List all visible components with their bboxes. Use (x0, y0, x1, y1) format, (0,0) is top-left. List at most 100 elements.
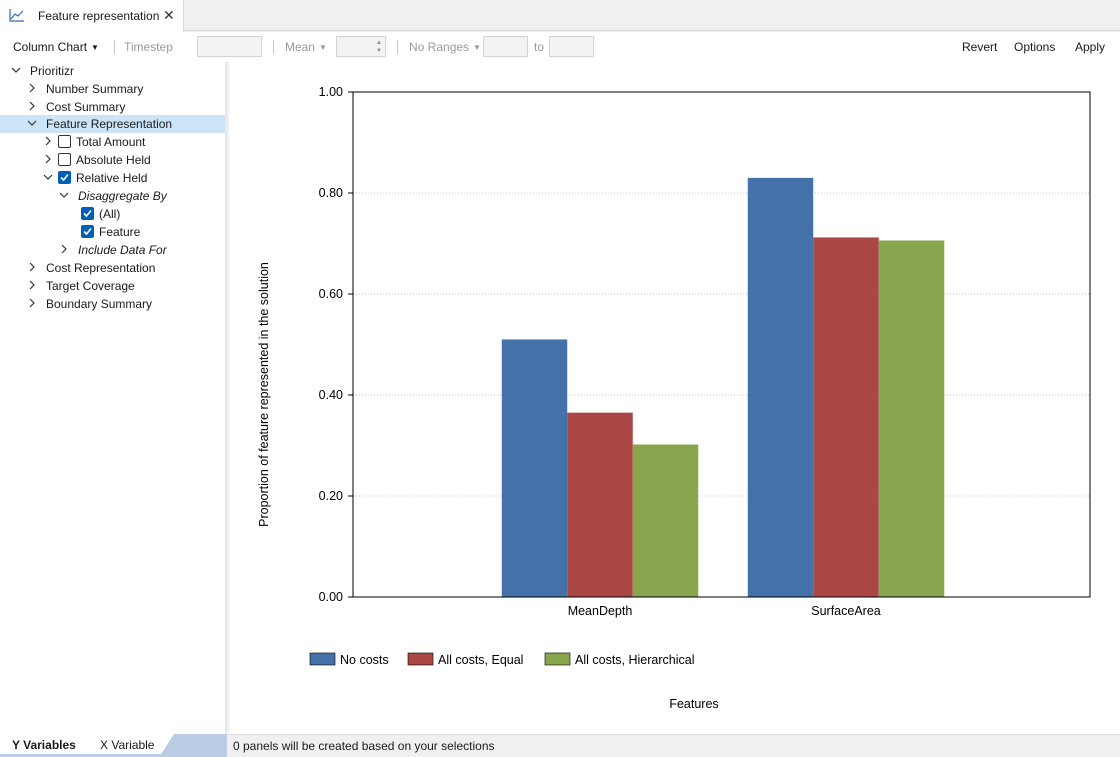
range-to-input[interactable] (549, 36, 594, 57)
legend-label: All costs, Hierarchical (575, 653, 694, 667)
chevron-down-icon: ▼ (319, 43, 327, 52)
tree-item-number-summary[interactable]: Number Summary (0, 80, 225, 98)
legend-swatch (309, 652, 336, 666)
tree-item-include-data-for[interactable]: Include Data For (0, 241, 225, 259)
x-tick-label: SurfaceArea (811, 604, 881, 618)
ranges-dropdown[interactable]: No Ranges ▼ (409, 40, 481, 54)
chevron-up-icon[interactable]: ▲ (376, 40, 382, 46)
tree-item-label: Disaggregate By (78, 189, 167, 203)
legend-label: No costs (340, 653, 389, 667)
variable-tabs: Y Variables X Variable (0, 734, 227, 757)
tree-item-target-coverage[interactable]: Target Coverage (0, 277, 225, 295)
timestep-input[interactable] (197, 36, 262, 57)
y-tick-label: 0.80 (319, 186, 343, 200)
tree-item-disaggregate-by[interactable]: Disaggregate By (0, 187, 225, 205)
y-axis-label: Proportion of feature represented in the… (257, 262, 271, 527)
close-icon[interactable]: ✕ (163, 7, 175, 23)
chevron-right-icon[interactable] (26, 261, 38, 273)
revert-button[interactable]: Revert (962, 40, 998, 54)
feature-checkbox[interactable] (81, 225, 94, 238)
legend-swatch (544, 652, 571, 666)
chevron-right-icon[interactable] (42, 135, 54, 147)
tab-feature-representation[interactable]: Feature representation ✕ (0, 0, 184, 32)
x-tick-label: MeanDepth (568, 604, 633, 618)
y-tick-label: 1.00 (319, 85, 343, 99)
legend-swatch (407, 652, 434, 666)
tree-item-label: Boundary Summary (46, 297, 153, 311)
all-checkbox[interactable] (81, 207, 94, 220)
chart-panel: 0.00 0.20 0.40 0.60 0.80 1.00 MeanDepth Surface… (229, 62, 1120, 734)
tree-item-label: Prioritizr (30, 64, 74, 78)
tree-item-label: Relative Held (76, 171, 148, 185)
options-button[interactable]: Options (1014, 40, 1056, 54)
tab-y-variables[interactable]: Y Variables (0, 734, 88, 754)
checkmark-icon (60, 173, 69, 182)
timestep-label: Timestep (124, 40, 173, 54)
tree-item-label: Cost Summary (46, 100, 126, 114)
x-axis-label: Features (669, 697, 718, 711)
chevron-right-icon[interactable] (26, 279, 38, 291)
tab-bar: Feature representation ✕ (0, 0, 1120, 32)
legend-label: All costs, Equal (438, 653, 523, 667)
tree-item-cost-representation[interactable]: Cost Representation (0, 259, 225, 277)
status-bar: 0 panels will be created based on your s… (229, 734, 1120, 757)
chart-type-label: Column Chart (13, 40, 88, 54)
toolbar-divider (397, 40, 398, 54)
tree-item-label: Include Data For (78, 243, 167, 257)
status-text: 0 panels will be created based on your s… (233, 739, 495, 753)
total-amount-checkbox[interactable] (58, 135, 71, 148)
chevron-right-icon[interactable] (26, 100, 38, 112)
tree-item-cost-summary[interactable]: Cost Summary (0, 98, 225, 116)
tree-item-boundary-summary[interactable]: Boundary Summary (0, 295, 225, 313)
chevron-right-icon[interactable] (26, 297, 38, 309)
tree-item-label: Absolute Held (76, 153, 151, 167)
tree-item-all[interactable]: (All) (0, 205, 225, 223)
relative-held-checkbox[interactable] (58, 171, 71, 184)
ranges-label: No Ranges (409, 40, 470, 54)
tab-x-variable[interactable]: X Variable (88, 734, 174, 754)
bar-surfacearea-3 (878, 240, 945, 597)
y-tick-label: 0.60 (319, 287, 343, 301)
tree-item-total-amount[interactable]: Total Amount (0, 133, 225, 151)
tree-item-label: Number Summary (46, 82, 144, 96)
variables-tree: Prioritizr Number Summary Cost Summary F… (0, 62, 227, 734)
tree-item-label: (All) (99, 207, 121, 221)
aggregate-dropdown[interactable]: Mean ▼ (285, 40, 327, 54)
chevron-down-icon[interactable] (10, 64, 22, 76)
chevron-down-icon: ▼ (91, 43, 99, 52)
y-tick-label: 0.40 (319, 388, 343, 402)
y-tick-label: 0.20 (319, 489, 343, 503)
bar-meandepth-3 (632, 444, 699, 597)
chevron-down-icon[interactable] (26, 117, 38, 129)
tree-item-label: Feature Representation (46, 117, 173, 131)
apply-button[interactable]: Apply (1075, 40, 1106, 54)
chevron-down-icon[interactable]: ▼ (376, 48, 382, 54)
tree-item-label: Cost Representation (46, 261, 156, 275)
chevron-right-icon[interactable] (58, 243, 70, 255)
chart-type-dropdown[interactable]: Column Chart ▼ (13, 40, 99, 54)
range-from-input[interactable] (483, 36, 528, 57)
tab-title: Feature representation (38, 9, 160, 23)
chevron-down-icon[interactable] (42, 171, 54, 183)
tree-item-feature-representation[interactable]: Feature Representation (0, 115, 225, 133)
chevron-right-icon[interactable] (26, 82, 38, 94)
tree-item-relative-held[interactable]: Relative Held (0, 169, 225, 187)
chevron-down-icon: ▼ (473, 43, 481, 52)
tree-item-absolute-held[interactable]: Absolute Held (0, 151, 225, 169)
tree-item-label: Feature (99, 225, 141, 239)
y-tick-label: 0.00 (319, 590, 343, 604)
column-chart: 0.00 0.20 0.40 0.60 0.80 1.00 MeanDepth Surface… (257, 85, 1091, 711)
absolute-held-checkbox[interactable] (58, 153, 71, 166)
tree-item-prioritizr[interactable]: Prioritizr (0, 62, 225, 80)
bar-surfacearea-1 (747, 177, 814, 597)
chevron-down-icon[interactable] (58, 189, 70, 201)
range-to-label: to (534, 40, 545, 54)
checkmark-icon (83, 209, 92, 218)
percentile-stepper[interactable]: ▲ ▼ (336, 36, 386, 57)
tree-item-feature[interactable]: Feature (0, 223, 225, 241)
line-chart-icon (9, 9, 24, 22)
chevron-right-icon[interactable] (42, 153, 54, 165)
toolbar-divider (114, 40, 115, 54)
tree-item-label: Total Amount (76, 135, 146, 149)
